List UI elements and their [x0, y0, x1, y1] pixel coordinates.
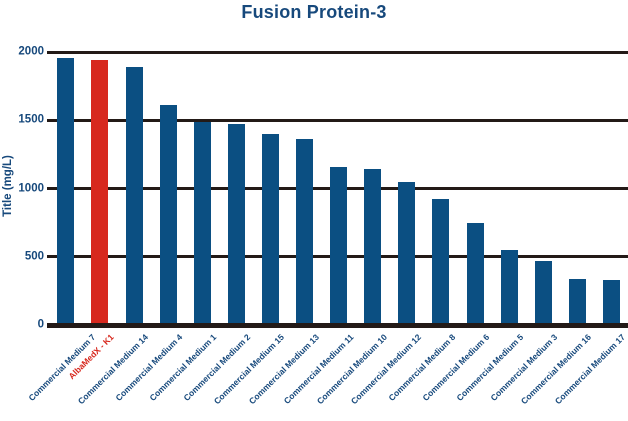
- y-tick-label: 0: [37, 318, 44, 331]
- bar: [602, 280, 620, 325]
- x-category-label-text: Commercial Medium 3: [488, 332, 560, 403]
- bar: [466, 223, 484, 325]
- bar: [500, 249, 518, 325]
- bar: [125, 67, 143, 325]
- x-category-label-text: Commercial Medium 6: [420, 332, 492, 403]
- y-tick-label: 1500: [18, 113, 44, 126]
- x-category-label-text: Commercial Medium 2: [181, 332, 253, 403]
- y-tick-label: 500: [24, 250, 44, 263]
- y-tick-label: 1000: [18, 182, 44, 195]
- chart-title: Fusion Protein-3: [241, 2, 387, 22]
- x-category-label-text: Commercial Medium 8: [386, 332, 458, 403]
- bar: [534, 260, 552, 325]
- x-category-label-text: Commercial Medium 5: [454, 332, 526, 403]
- y-tick-label: 2000: [18, 45, 44, 58]
- bar: [364, 168, 382, 325]
- x-category-label-text: Commercial Medium 17: [552, 332, 628, 407]
- bar: [296, 139, 313, 325]
- bar: [193, 121, 211, 325]
- bar: [432, 198, 450, 325]
- gridline: [47, 50, 628, 54]
- bar-highlight: [91, 59, 109, 325]
- x-category-label-text: Commercial Medium 4: [113, 332, 185, 403]
- bar: [568, 279, 586, 325]
- x-category-label-text: Commercial Medium 1: [147, 332, 219, 403]
- x-category-label: Commercial Medium 17: [0, 332, 627, 406]
- bar: [330, 167, 348, 325]
- bar: [261, 133, 279, 325]
- bar: [57, 57, 75, 325]
- bar: [159, 105, 177, 325]
- gridline: [47, 322, 628, 328]
- bar: [398, 181, 416, 325]
- gridline: [47, 118, 628, 122]
- bar: [227, 124, 245, 325]
